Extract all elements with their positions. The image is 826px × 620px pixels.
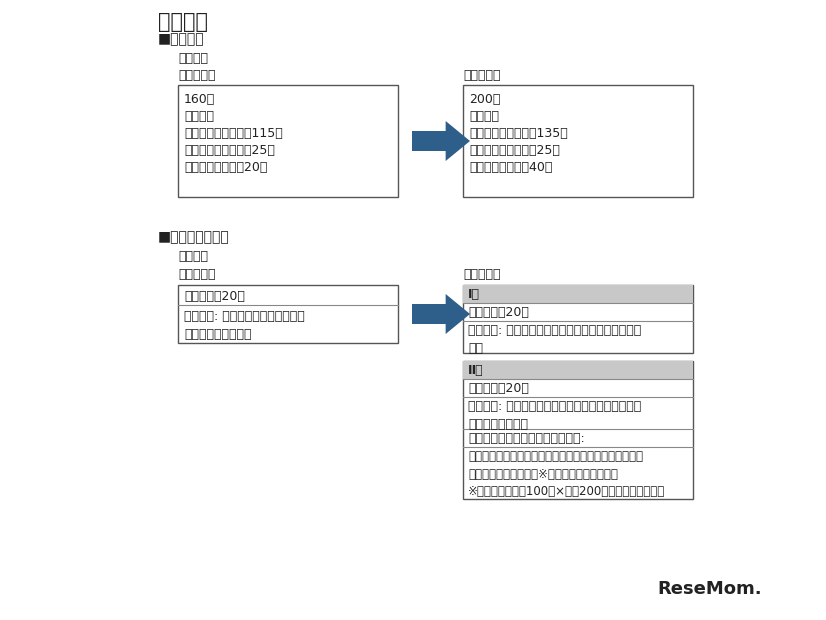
Text: 【変更後】: 【変更後】 (463, 69, 501, 82)
FancyBboxPatch shape (463, 285, 693, 303)
Text: 160名: 160名 (184, 93, 216, 106)
Text: （内訳）: （内訳） (469, 110, 499, 123)
Text: （内訳）: （内訳） (184, 110, 214, 123)
Text: 一般選抜前期日程：135名: 一般選抜前期日程：135名 (469, 127, 567, 140)
Text: 教養学部: 教養学部 (158, 12, 208, 32)
FancyBboxPatch shape (463, 361, 693, 379)
FancyBboxPatch shape (463, 85, 693, 197)
Text: 学校推薦型選抜：40名: 学校推薦型選抜：40名 (469, 161, 553, 174)
Text: 【変更前】: 【変更前】 (178, 69, 216, 82)
Text: ■募集人員: ■募集人員 (158, 32, 205, 46)
FancyBboxPatch shape (178, 285, 398, 343)
Text: 一般選抜後期日程：25名: 一般選抜後期日程：25名 (184, 144, 275, 157)
Text: 選抜方法: 推薦書、志望の理由、調査書、小論文、
面接: 選抜方法: 推薦書、志望の理由、調査書、小論文、 面接 (468, 324, 641, 355)
Text: 【変更前】: 【変更前】 (178, 268, 216, 281)
FancyBboxPatch shape (463, 285, 693, 353)
Polygon shape (412, 304, 446, 324)
Text: 選抜方法: 推薦書、志望の理由、調
査書、小論文、面接: 選抜方法: 推薦書、志望の理由、調 査書、小論文、面接 (184, 310, 305, 340)
Text: 「国語」、「外国語」、「地理歴史及び公民２科目・数
学２科目・理科１科目※のうち高得点の教科」
※理科１科目は「100点×２＝200点」に換算します。: 「国語」、「外国語」、「地理歴史及び公民２科目・数 学２科目・理科１科目※のうち… (468, 450, 665, 498)
Text: 【変更後】: 【変更後】 (463, 268, 501, 281)
Text: 大学入学共通テストの教科・科目:: 大学入学共通テストの教科・科目: (468, 432, 585, 445)
Text: 教養学科: 教養学科 (178, 250, 208, 263)
FancyBboxPatch shape (178, 85, 398, 197)
Polygon shape (446, 294, 470, 334)
Text: 200名: 200名 (469, 93, 501, 106)
Text: ■学校推薦型選抜: ■学校推薦型選抜 (158, 230, 230, 244)
Text: 一般選抜前期日程：115名: 一般選抜前期日程：115名 (184, 127, 282, 140)
Text: 募集人員　20名: 募集人員 20名 (468, 306, 529, 319)
Text: Ⅰ型: Ⅰ型 (468, 288, 480, 301)
Text: ReseMom.: ReseMom. (657, 580, 762, 598)
Text: Ⅱ型: Ⅱ型 (468, 364, 484, 377)
Polygon shape (412, 131, 446, 151)
Text: 募集人員　20名: 募集人員 20名 (468, 382, 529, 395)
Text: 募集人員　20名: 募集人員 20名 (184, 290, 244, 303)
FancyBboxPatch shape (463, 361, 693, 499)
Text: 選抜方法: 推薦書、志望の理由、調査書、面接、大
学入学共通テスト: 選抜方法: 推薦書、志望の理由、調査書、面接、大 学入学共通テスト (468, 400, 641, 430)
Text: 教養学科: 教養学科 (178, 52, 208, 65)
Text: 学校推薦型選抜：20名: 学校推薦型選抜：20名 (184, 161, 268, 174)
Polygon shape (446, 121, 470, 161)
Text: 一般選抜後期日程：25名: 一般選抜後期日程：25名 (469, 144, 560, 157)
